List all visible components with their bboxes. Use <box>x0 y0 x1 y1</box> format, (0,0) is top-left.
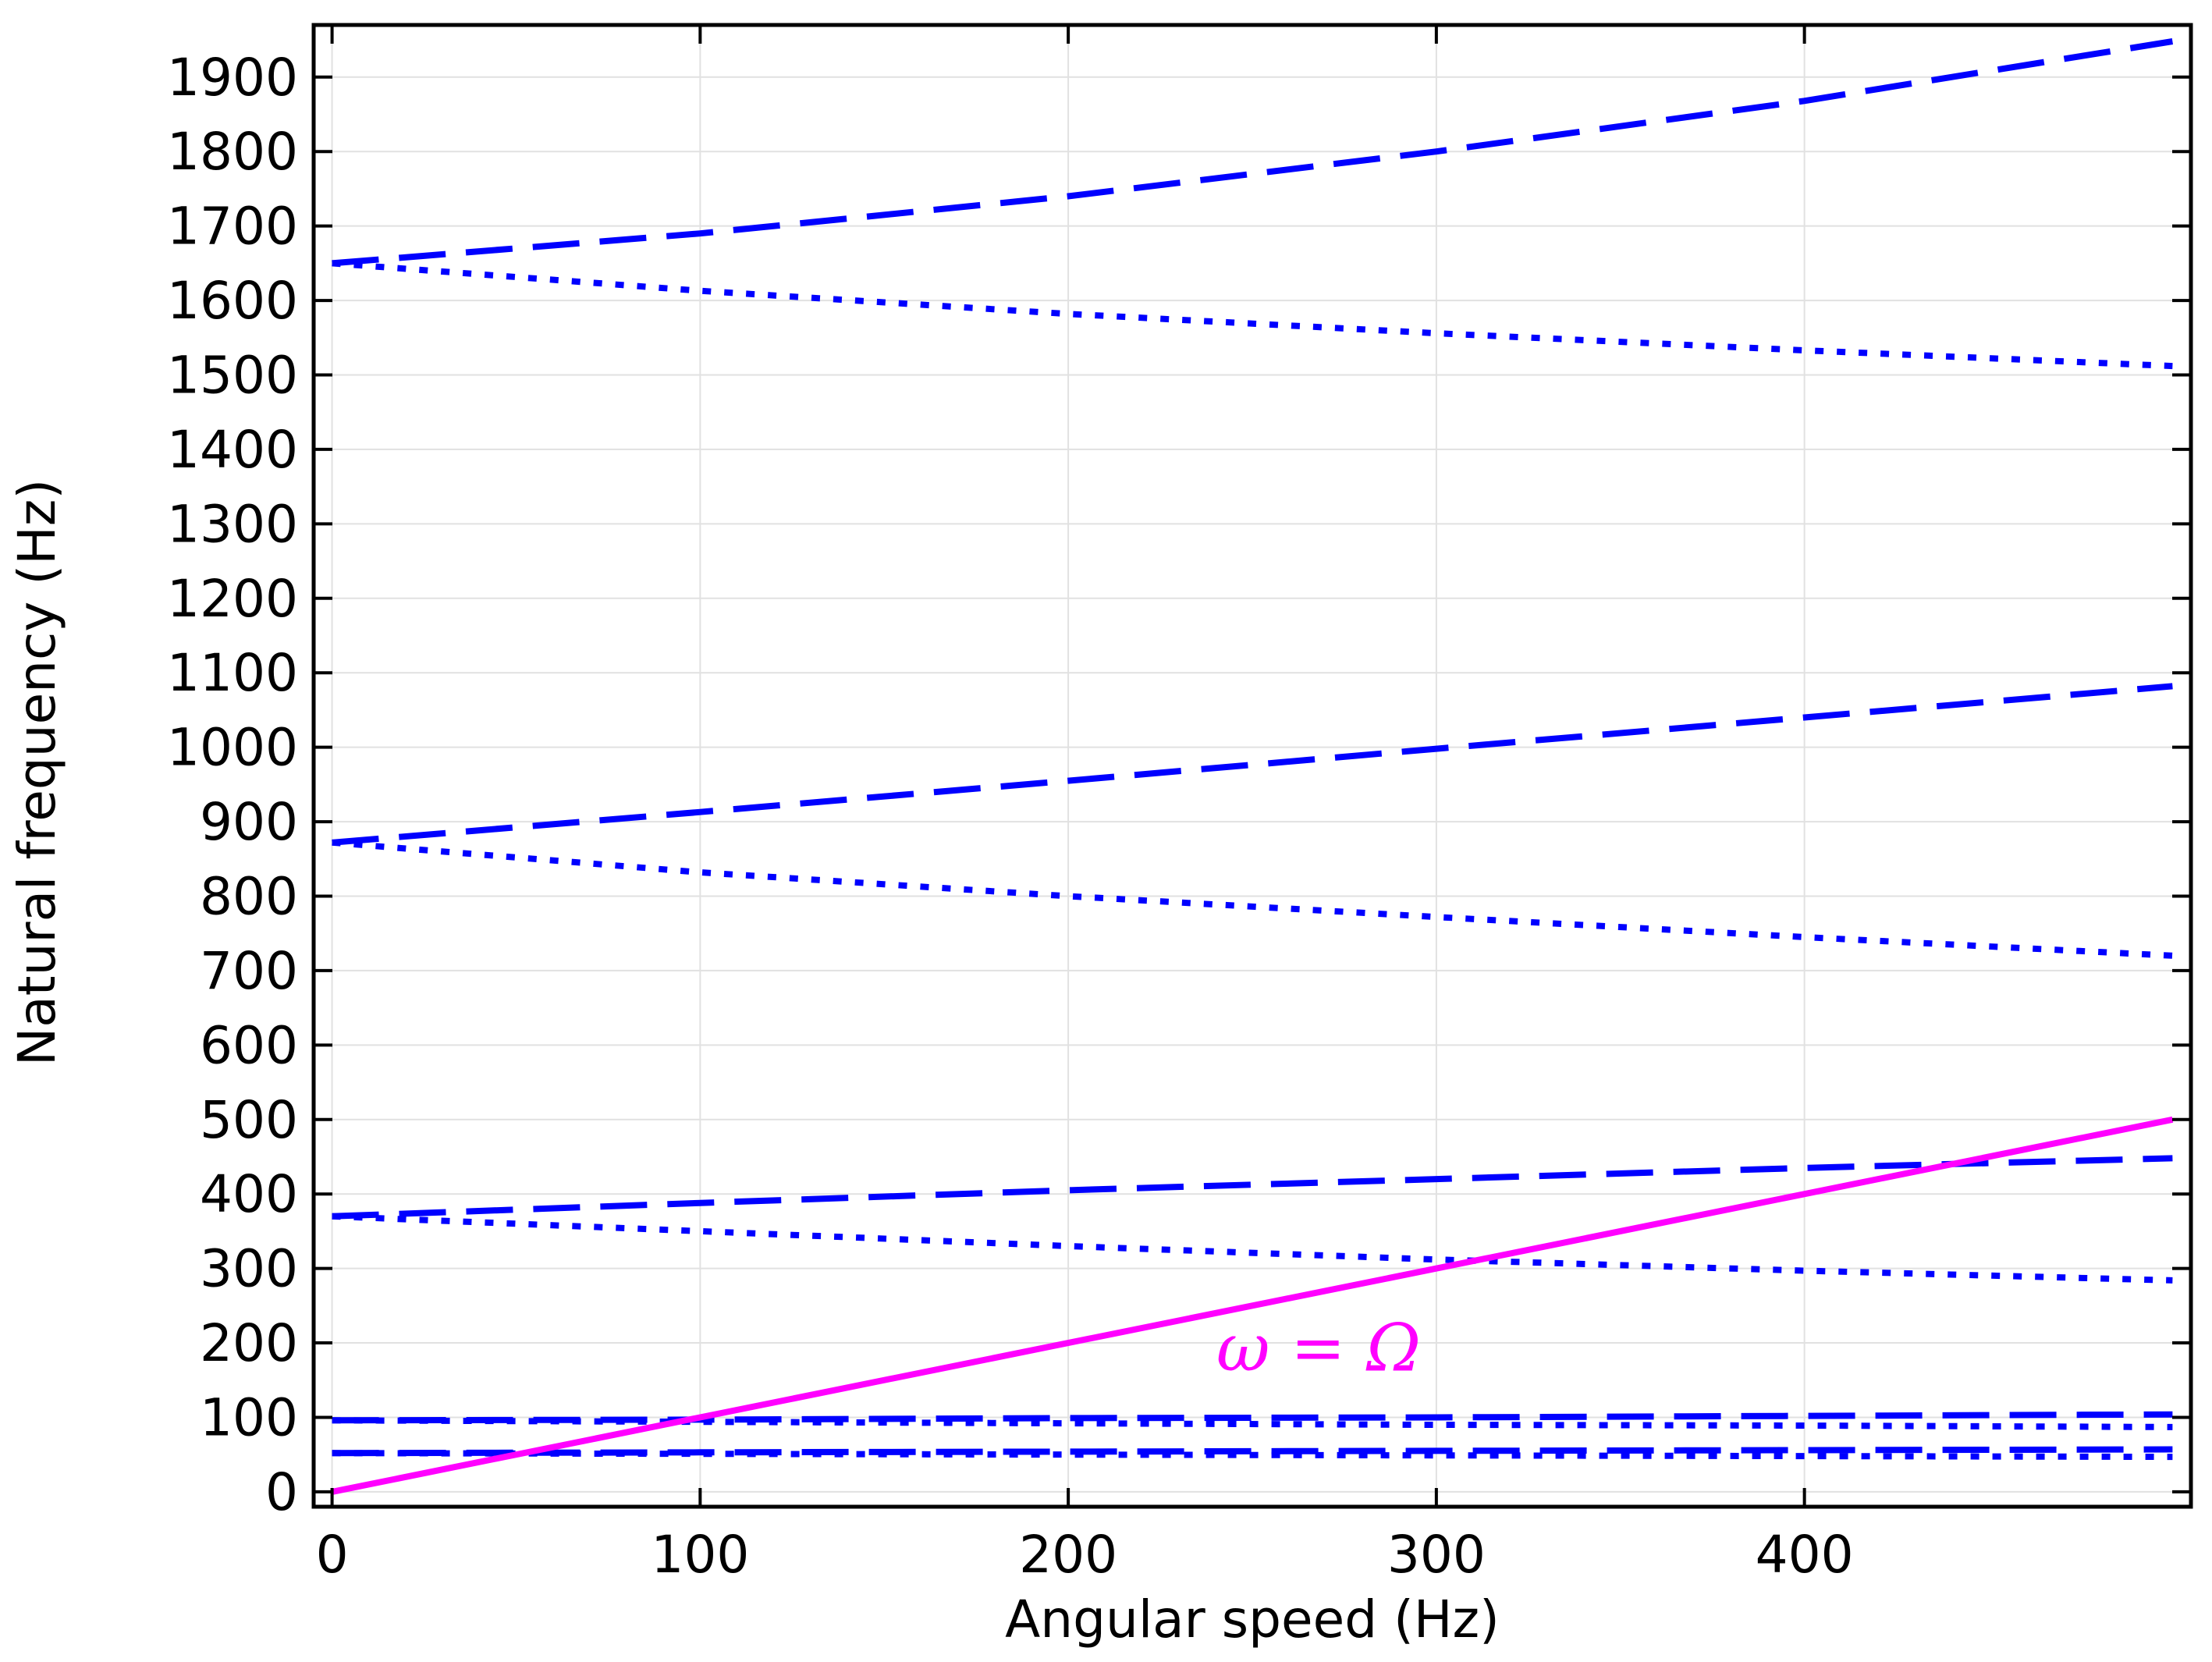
x-tick-label-1: 100 <box>651 1525 749 1585</box>
series-line-5-dotted <box>332 1213 2173 1284</box>
series-line-2-dashed <box>332 683 2173 846</box>
series-lines <box>331 38 2174 1495</box>
y-tick-label-11: 1100 <box>167 643 298 703</box>
series-line-1-dotted <box>332 260 2173 370</box>
y-tick-label-7: 700 <box>200 941 298 1001</box>
omega-equals-capital-omega-annotation: ω = Ω <box>1216 1309 1421 1386</box>
y-tick-label-13: 1300 <box>167 494 298 554</box>
y-tick-label-4: 400 <box>200 1164 298 1224</box>
y-tick-label-3: 300 <box>200 1239 298 1299</box>
grid-lines <box>314 25 2191 1507</box>
y-tick-label-2: 200 <box>200 1313 298 1373</box>
x-tick-label-2: 200 <box>1019 1525 1117 1585</box>
series-line-10-solid <box>331 1116 2174 1495</box>
series-line-3-dotted <box>332 839 2173 959</box>
y-tick-label-1: 100 <box>200 1387 298 1447</box>
y-tick-label-18: 1800 <box>167 122 298 182</box>
series-line-7-dotted <box>332 1417 2173 1430</box>
y-tick-label-0: 0 <box>265 1462 298 1522</box>
x-axis-label: Angular speed (Hz) <box>1005 1589 1500 1650</box>
plot-border <box>311 23 2193 1509</box>
y-tick-label-14: 1400 <box>167 420 298 480</box>
series-line-0-dashed <box>332 38 2174 267</box>
plot-frame <box>311 23 2193 1509</box>
y-tick-label-12: 1200 <box>167 569 298 629</box>
x-tick-label-0: 0 <box>316 1525 349 1585</box>
y-tick-label-6: 600 <box>200 1015 298 1075</box>
y-tick-label-15: 1500 <box>167 346 298 406</box>
y-tick-label-16: 1600 <box>167 271 298 331</box>
x-tick-label-4: 400 <box>1756 1525 1854 1585</box>
y-tick-label-17: 1700 <box>167 197 298 257</box>
y-tick-label-9: 900 <box>200 792 298 852</box>
axis-ticks <box>314 25 2191 1507</box>
series-line-4-dashed <box>332 1155 2173 1220</box>
tick-labels: 0 100 200 300 400 0 100 200 300 400 500 600 700 800 90… <box>167 48 1854 1585</box>
series-line-9-dotted <box>332 1450 2173 1461</box>
y-tick-label-5: 500 <box>200 1090 298 1150</box>
y-tick-label-8: 800 <box>200 866 298 926</box>
y-tick-label-10: 1000 <box>167 718 298 778</box>
y-axis-label: Natural frequency (Hz) <box>7 479 67 1066</box>
y-tick-label-19: 1900 <box>167 48 298 108</box>
x-tick-label-3: 300 <box>1387 1525 1486 1585</box>
